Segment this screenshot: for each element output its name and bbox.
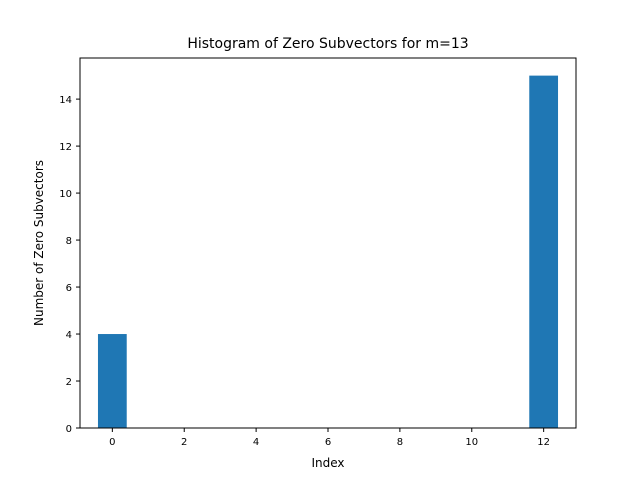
x-tick-label: 4 — [253, 437, 259, 448]
y-tick-label: 12 — [59, 142, 72, 153]
x-tick-label: 12 — [537, 437, 550, 448]
bars-layer — [97, 75, 559, 428]
bar-index-0 — [97, 334, 127, 428]
plot-frame — [79, 57, 577, 429]
y-tick-label: 14 — [59, 95, 72, 106]
y-tick-label: 4 — [66, 330, 72, 341]
x-tick-label: 6 — [325, 437, 331, 448]
x-axis-label: Index — [311, 456, 344, 470]
y-axis-ticks: 0 2 4 6 8 10 12 14 — [59, 95, 80, 435]
x-tick-label: 0 — [109, 437, 115, 448]
plot-background — [80, 58, 576, 428]
x-tick-label: 8 — [397, 437, 403, 448]
y-axis-label: Number of Zero Subvectors — [32, 160, 46, 326]
y-tick-label: 6 — [66, 283, 72, 294]
x-tick-label: 10 — [465, 437, 478, 448]
plot-area: 0 2 4 6 8 10 12 0 2 4 6 8 10 12 14 — [59, 57, 577, 448]
x-tick-label: 2 — [181, 437, 187, 448]
chart-title: Histogram of Zero Subvectors for m=13 — [187, 36, 468, 52]
y-tick-label: 0 — [66, 424, 72, 435]
y-tick-label: 8 — [66, 236, 72, 247]
bar-index-12 — [529, 75, 559, 428]
y-tick-label: 2 — [66, 377, 72, 388]
x-axis-ticks: 0 2 4 6 8 10 12 — [109, 428, 550, 448]
y-tick-label: 10 — [59, 189, 72, 200]
